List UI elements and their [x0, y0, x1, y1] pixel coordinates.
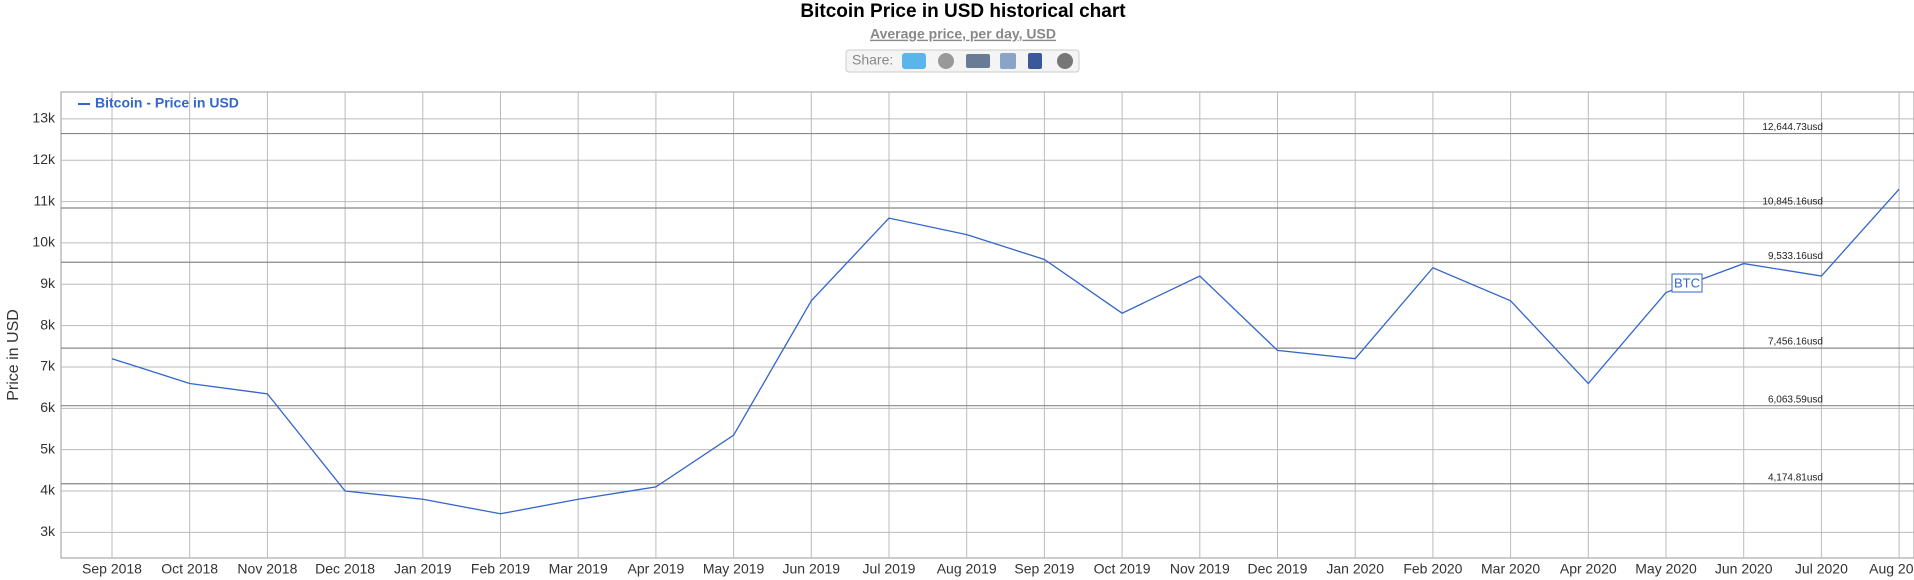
x-tick-label: Feb 2020 — [1403, 561, 1462, 577]
x-tick-label: Sep 2018 — [82, 561, 142, 577]
flag-label: BTC — [1674, 275, 1700, 290]
y-tick-label: 5k — [40, 440, 56, 456]
x-tick-label: Jul 2019 — [863, 561, 916, 577]
reference-label: 6,063.59usd — [1768, 394, 1823, 405]
x-tick-label: Oct 2019 — [1094, 561, 1151, 577]
y-tick-label: 11k — [33, 192, 56, 208]
x-tick-label: Jul 2020 — [1795, 561, 1848, 577]
reddit-icon[interactable] — [938, 53, 954, 69]
share-label: Share: — [852, 52, 893, 68]
y-tick-label: 8k — [40, 316, 56, 332]
x-tick-label: Oct 2018 — [161, 561, 218, 577]
plot-frame — [60, 91, 1914, 559]
x-tick-label: May 2020 — [1635, 561, 1697, 577]
y-tick-label: 12k — [32, 151, 56, 167]
reference-label: 9,533.16usd — [1768, 251, 1823, 262]
x-tick-label: Apr 2020 — [1560, 561, 1617, 577]
reference-label: 4,174.81usd — [1768, 472, 1823, 483]
chart-subtitle: Average price, per day, USD — [870, 26, 1056, 42]
x-tick-label: Jan 2020 — [1326, 561, 1384, 577]
reference-label: 7,456.16usd — [1768, 337, 1823, 348]
y-tick-label: 3k — [40, 523, 56, 539]
price-line — [111, 188, 1900, 515]
reference-label: 10,845.16usd — [1762, 197, 1823, 208]
x-tick-label: Aug 2020 — [1869, 561, 1914, 577]
y-tick-label: 6k — [40, 399, 56, 415]
y-tick-label: 4k — [40, 482, 56, 498]
x-tick-label: Apr 2019 — [627, 561, 684, 577]
x-tick-label: Mar 2020 — [1481, 561, 1540, 577]
x-tick-label: Mar 2019 — [549, 561, 608, 577]
x-tick-label: Dec 2019 — [1248, 561, 1308, 577]
flag-box — [1671, 273, 1703, 293]
like-icon[interactable] — [1000, 53, 1016, 69]
x-tick-label: Jun 2020 — [1715, 561, 1773, 577]
y-tick-label: 9k — [40, 275, 56, 291]
y-tick-label: 13k — [32, 110, 56, 126]
x-tick-label: Nov 2018 — [237, 561, 297, 577]
twitter-icon[interactable] — [902, 53, 926, 69]
x-tick-label: Jan 2019 — [394, 561, 452, 577]
x-tick-label: May 2019 — [703, 561, 765, 577]
x-tick-label: Sep 2019 — [1014, 561, 1074, 577]
y-tick-label: 7k — [40, 358, 56, 374]
reference-label: 12,644.73usd — [1762, 122, 1823, 133]
share-bar: Share: — [845, 49, 1080, 73]
x-tick-label: Jun 2019 — [782, 561, 840, 577]
vk-icon[interactable] — [966, 54, 990, 68]
y-axis-label: Price in USD — [5, 309, 22, 401]
legend-label: Bitcoin - Price in USD — [95, 95, 239, 111]
facebook-icon[interactable] — [1028, 53, 1042, 69]
chart-title: Bitcoin Price in USD historical chart — [800, 1, 1126, 22]
x-tick-label: Aug 2019 — [937, 561, 997, 577]
x-tick-label: Dec 2018 — [315, 561, 375, 577]
x-tick-label: Feb 2019 — [471, 561, 530, 577]
x-tick-label: Nov 2019 — [1170, 561, 1230, 577]
weibo-icon[interactable] — [1057, 53, 1073, 69]
y-tick-label: 10k — [32, 234, 56, 250]
